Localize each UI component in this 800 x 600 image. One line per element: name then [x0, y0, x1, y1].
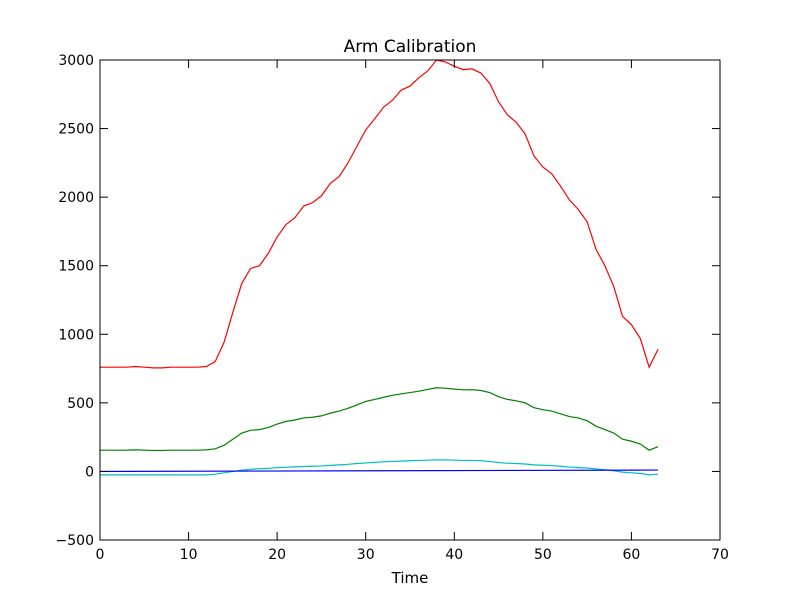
series-line-2	[100, 387, 659, 452]
y-axis-ticks: −500 0 500 1000 1500 2000 2500 3000	[56, 53, 720, 549]
y-tick-label: 1500	[58, 259, 94, 275]
x-tick-label: 60	[623, 547, 641, 563]
x-axis-label: Time	[391, 569, 429, 587]
x-tick-label: 0	[96, 547, 105, 563]
x-tick-label: 10	[180, 547, 198, 563]
x-tick-label: 50	[534, 547, 552, 563]
chart-title: Arm Calibration	[344, 37, 477, 57]
y-tick-label: 2000	[58, 190, 94, 206]
y-tick-label: −500	[56, 533, 94, 549]
x-axis-ticks: 0 10 20 30 40 50 60 70	[96, 60, 729, 563]
x-tick-label: 40	[445, 547, 463, 563]
plot-frame	[99, 59, 721, 541]
y-tick-label: 500	[67, 396, 94, 412]
series-line-3	[100, 459, 659, 476]
y-tick-label: 2500	[58, 122, 94, 138]
x-tick-label: 20	[268, 547, 286, 563]
x-tick-label: 70	[711, 547, 729, 563]
series-line-1	[100, 59, 659, 369]
series-layer	[99, 59, 659, 476]
y-tick-label: 3000	[58, 53, 94, 69]
y-tick-label: 0	[85, 464, 94, 480]
y-tick-label: 1000	[58, 327, 94, 343]
x-tick-label: 30	[357, 547, 375, 563]
series-line-4	[99, 469, 659, 473]
